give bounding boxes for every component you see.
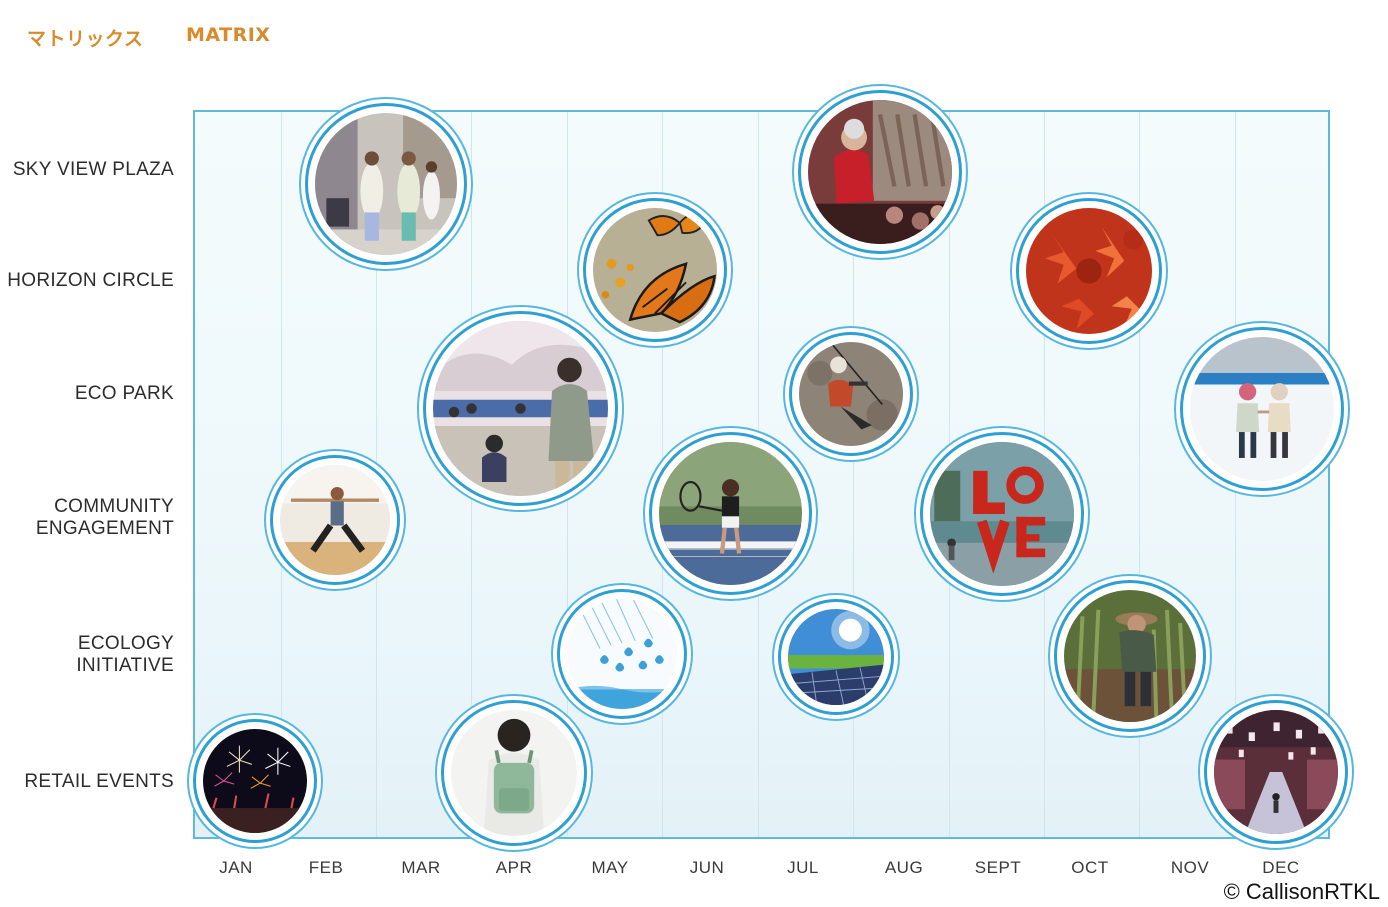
month-label-may: MAY [591, 858, 629, 877]
autumn-leaves-photo [1026, 208, 1152, 334]
month-label-jul: JUL [787, 858, 819, 877]
title-japanese: マトリックス [27, 28, 144, 50]
month-label-oct: OCT [1071, 858, 1109, 877]
zipline-bubble [789, 332, 913, 456]
copyright-notice: © CallisonRTKL [1223, 879, 1380, 904]
row-label-sky-view-plaza: SKY VIEW PLAZA [12, 159, 174, 180]
concert-bubble [798, 90, 962, 254]
month-label-jun: JUN [689, 858, 725, 877]
month-label-aug: AUG [884, 858, 924, 877]
month-label-nov: NOV [1170, 858, 1210, 877]
month-label-apr: APR [495, 858, 533, 877]
month-label-feb: FEB [308, 858, 344, 877]
cherry-blossom-picnic-bubble [423, 311, 618, 506]
student-backpack-bubble [441, 700, 587, 846]
row-label-ecology-initiative: ECOLOGY INITIATIVE [76, 633, 174, 676]
fireworks-bubble [193, 719, 317, 843]
row-label-retail-events: RETAIL EVENTS [24, 771, 174, 792]
ice-skating-bubble [1180, 327, 1344, 491]
butterflies-bubble [583, 198, 727, 342]
love-sculpture-photo [930, 442, 1074, 586]
gardening-photo [1064, 590, 1196, 722]
lantern-market-bubble [1204, 700, 1348, 844]
rain-drops-bubble [557, 589, 687, 719]
tennis-photo [659, 442, 802, 585]
fireworks-photo [203, 729, 307, 833]
title-english: MATRIX [186, 24, 271, 46]
yoga-photo [280, 465, 390, 575]
grid-divider [281, 112, 282, 837]
butterflies-photo [593, 208, 717, 332]
solar-panel-bubble [778, 599, 894, 715]
autumn-leaves-bubble [1016, 198, 1162, 344]
row-label-horizon-circle: HORIZON CIRCLE [7, 270, 174, 291]
lantern-market-photo [1214, 710, 1338, 834]
gardening-bubble [1054, 580, 1206, 732]
month-label-mar: MAR [401, 858, 441, 877]
love-sculpture-bubble [920, 432, 1084, 596]
ice-skating-photo [1190, 337, 1334, 481]
student-backpack-photo [451, 710, 577, 836]
yoga-bubble [270, 455, 400, 585]
zipline-photo [799, 342, 903, 446]
grid-divider [853, 112, 854, 837]
row-label-eco-park: ECO PARK [74, 383, 174, 404]
cherry-blossom-picnic-photo [433, 321, 608, 496]
grid-divider [1139, 112, 1140, 837]
month-label-jan: JAN [219, 858, 253, 877]
solar-panel-photo [788, 609, 884, 705]
tennis-bubble [649, 432, 812, 595]
month-label-dec: DEC [1262, 858, 1300, 877]
fashion-street-photo [315, 113, 457, 255]
fashion-street-bubble [305, 103, 467, 265]
rain-drops-photo [567, 599, 677, 709]
month-label-sept: SEPT [974, 858, 1022, 877]
row-label-community-engagement: COMMUNITY ENGAGEMENT [35, 496, 174, 539]
concert-photo [808, 100, 952, 244]
